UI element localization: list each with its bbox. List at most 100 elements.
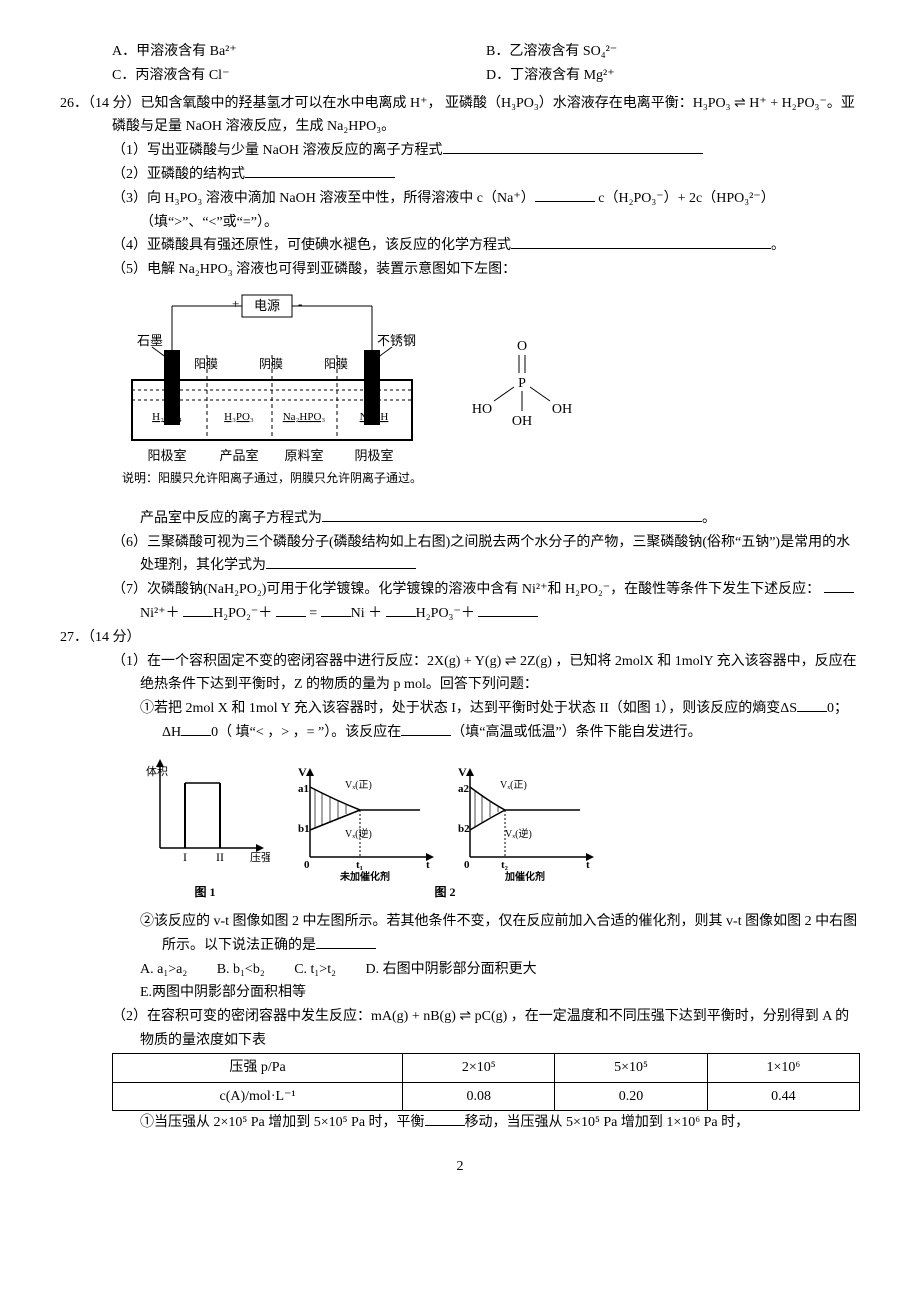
svg-text:不锈钢: 不锈钢 (377, 333, 416, 348)
q26-6: （6）三聚磷酸可视为三个磷酸分子(磷酸结构如上右图)之间脱去两个水分子的产物，三… (112, 531, 860, 579)
q26-7a: （7）次磷酸钠(NaH₂PO₂)可用于化学镀镍。化学镀镍的溶液中含有 Ni²⁺和… (112, 582, 820, 597)
svg-text:P: P (518, 376, 526, 391)
q26-2-text: （2）亚磷酸的结构式 (112, 167, 245, 182)
cell: 2×10⁵ (403, 1053, 555, 1082)
svg-text:V: V (298, 765, 307, 779)
th-conc: c(A)/mol·L⁻¹ (113, 1082, 403, 1111)
q26-7e: Ni ＋ (351, 606, 383, 621)
blank (386, 616, 416, 617)
q27-head: 27．（14 分） (60, 626, 860, 650)
svg-text:a1: a1 (298, 783, 309, 795)
table-row: c(A)/mol·L⁻¹ 0.08 0.20 0.44 (113, 1082, 860, 1111)
q26-7d: = (306, 606, 321, 621)
cell: 0.44 (707, 1082, 859, 1111)
blank (824, 592, 854, 593)
q27-1: （1）在一个容积固定不变的密闭容器中进行反应：2X(g) + Y(g) ⇌ 2Z… (112, 650, 860, 698)
svg-text:NaOH: NaOH (360, 411, 389, 423)
opt-a[interactable]: A. a₁>a₂ (140, 962, 187, 977)
q26-4: （4）亚磷酸具有强还原性，可使碘水褪色，该反应的化学方程式。 (112, 234, 860, 258)
svg-text:未加催化剂: 未加催化剂 (339, 870, 390, 882)
electrolysis-diagram: 电源 + - 石墨 阳膜 阴膜 阳膜 不锈钢 H₂SO₄ H₃PO₃ Na₂HP… (112, 290, 432, 499)
th-pressure: 压强 p/Pa (113, 1053, 403, 1082)
blank (266, 568, 416, 569)
svg-text:+: + (232, 296, 239, 311)
fig2: V a1 b1 Vₓ(正) Vₓ(逆) 0 t₁ t 未加催化剂 (290, 762, 600, 902)
q26-7: （7）次磷酸钠(NaH₂PO₂)可用于化学镀镍。化学镀镍的溶液中含有 Ni²⁺和… (112, 578, 860, 626)
svg-text:石墨: 石墨 (137, 333, 163, 348)
charts-row: 体积 I II 压强 图 1 V a1 b1 (140, 753, 780, 902)
option-c[interactable]: C．丙溶液含有 Cl⁻ (112, 64, 486, 88)
cell: 0.08 (403, 1082, 555, 1111)
cell: 0.20 (555, 1082, 707, 1111)
fig1: 体积 I II 压强 图 1 (140, 753, 270, 902)
opt-c[interactable]: C. t₁>t₂ (294, 962, 336, 977)
cell: 1×10⁶ (707, 1053, 859, 1082)
page-number: 2 (60, 1155, 860, 1179)
q26-1: （1）写出亚磷酸与少量 NaOH 溶液反应的离子方程式 (112, 139, 860, 163)
q27-opts-line1: A. a₁>a₂ B. b₁<b₂ C. t₁>t₂ D. 右图中阴影部分面积更… (140, 958, 860, 982)
q27-1-2a: ②该反应的 v-t 图像如图 2 中左图所示。若其他条件不变，仅在反应前加入合适… (140, 914, 857, 953)
svg-text:H₂SO₄: H₂SO₄ (152, 411, 182, 423)
q26-6-text: （6）三聚磷酸可视为三个磷酸分子(磷酸结构如上右图)之间脱去两个水分子的产物，三… (112, 535, 850, 574)
blank (181, 735, 211, 736)
q27-2-1b: 移动，当压强从 5×10⁵ Pa 增加到 1×10⁶ Pa 时， (465, 1115, 750, 1130)
cell: 5×10⁵ (555, 1053, 707, 1082)
svg-text:t: t (426, 859, 430, 871)
data-table: 压强 p/Pa 2×10⁵ 5×10⁵ 1×10⁶ c(A)/mol·L⁻¹ 0… (112, 1053, 860, 1112)
option-b[interactable]: B．乙溶液含有 SO₄²⁻ (486, 40, 860, 64)
svg-text:阴极室: 阴极室 (354, 448, 393, 463)
blank (511, 248, 771, 249)
q26-5-text: 产品室中反应的离子方程式为 (140, 511, 322, 526)
svg-text:t₁: t₁ (356, 859, 363, 871)
svg-text:Vₓ(逆): Vₓ(逆) (345, 827, 372, 840)
q26-head: 26．（14 分）已知含氧酸中的羟基氢才可以在水中电离成 H⁺， 亚磷酸（H₃P… (60, 92, 860, 140)
blank (321, 616, 351, 617)
svg-text:加催化剂: 加催化剂 (504, 870, 545, 882)
blank (797, 711, 827, 712)
opt-d[interactable]: D. 右图中阴影部分面积更大 (365, 962, 536, 977)
blank (276, 616, 306, 617)
fig2-right: V a2 b2 Vₓ(正) Vₓ(逆) 0 t₂ t 加催化剂 (450, 762, 600, 882)
q26-7c: H₂PO₂⁻＋ (213, 606, 272, 621)
svg-text:V: V (458, 765, 467, 779)
table-row: 压强 p/Pa 2×10⁵ 5×10⁵ 1×10⁶ (113, 1053, 860, 1082)
blank (245, 177, 395, 178)
option-d[interactable]: D．丁溶液含有 Mg²⁺ (486, 64, 860, 88)
q27-1-1: ①若把 2mol X 和 1mol Y 充入该容器时，处于状态 I，达到平衡时处… (140, 697, 860, 745)
blank (535, 201, 595, 202)
svg-text:Na₂HPO₃: Na₂HPO₃ (283, 411, 326, 423)
blank (401, 735, 451, 736)
svg-text:说明：阳膜只允许阳离子通过，阴膜只允许阴离子通过。: 说明：阳膜只允许阳离子通过，阴膜只允许阴离子通过。 (122, 470, 422, 485)
svg-text:0: 0 (304, 859, 310, 871)
q27-2-1a: ①当压强从 2×10⁵ Pa 增加到 5×10⁵ Pa 时，平衡 (140, 1115, 425, 1130)
svg-text:b1: b1 (298, 823, 310, 835)
svg-text:体积: 体积 (146, 764, 168, 778)
option-a[interactable]: A．甲溶液含有 Ba²⁺ (112, 40, 486, 64)
q26-1-text: （1）写出亚磷酸与少量 NaOH 溶液反应的离子方程式 (112, 143, 443, 158)
phosphoric-structure: O P HO OH OH (462, 335, 582, 454)
q26-4-end: 。 (771, 238, 785, 253)
q27-1-2: ②该反应的 v-t 图像如图 2 中左图所示。若其他条件不变，仅在反应前加入合适… (140, 910, 860, 958)
fig2-label: 图 2 (290, 882, 600, 902)
svg-text:OH: OH (512, 414, 532, 429)
svg-text:产品室: 产品室 (219, 448, 258, 463)
q27-2: （2）在容积可变的密闭容器中发生反应：mA(g) + nB(g) ⇌ pC(g)… (112, 1005, 860, 1053)
svg-text:II: II (216, 850, 224, 864)
power-label: 电源 (254, 298, 280, 313)
svg-text:阳膜: 阳膜 (324, 357, 348, 371)
q27-1-1a: ①若把 2mol X 和 1mol Y 充入该容器时，处于状态 I，达到平衡时处… (140, 701, 797, 716)
svg-text:0: 0 (464, 859, 470, 871)
svg-text:a2: a2 (458, 783, 470, 795)
opt-b[interactable]: B. b₁<b₂ (217, 962, 265, 977)
svg-text:-: - (298, 296, 302, 311)
svg-text:阳膜: 阳膜 (194, 357, 218, 371)
svg-text:OH: OH (552, 402, 572, 417)
q26-5: （5）电解 Na₂HPO₃ 溶液也可得到亚磷酸，装置示意图如下左图： (112, 258, 860, 282)
blank (425, 1125, 465, 1126)
q27-1-1c: 0（ 填“< ，> ，= ”）。该反应在 (211, 725, 401, 740)
blank (316, 948, 376, 949)
svg-text:Vₓ(正): Vₓ(正) (345, 780, 372, 791)
q26-5-end: 。 (702, 511, 716, 526)
q27-1-1d: （填“高温或低温”）条件下能自发进行。 (451, 725, 701, 740)
opt-e[interactable]: E.两图中阴影部分面积相等 (140, 985, 306, 1000)
